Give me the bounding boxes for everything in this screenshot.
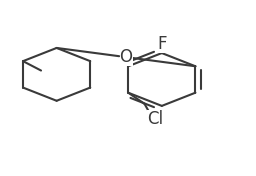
Text: O: O bbox=[120, 48, 133, 66]
Text: F: F bbox=[157, 35, 167, 53]
Text: Cl: Cl bbox=[147, 110, 163, 128]
